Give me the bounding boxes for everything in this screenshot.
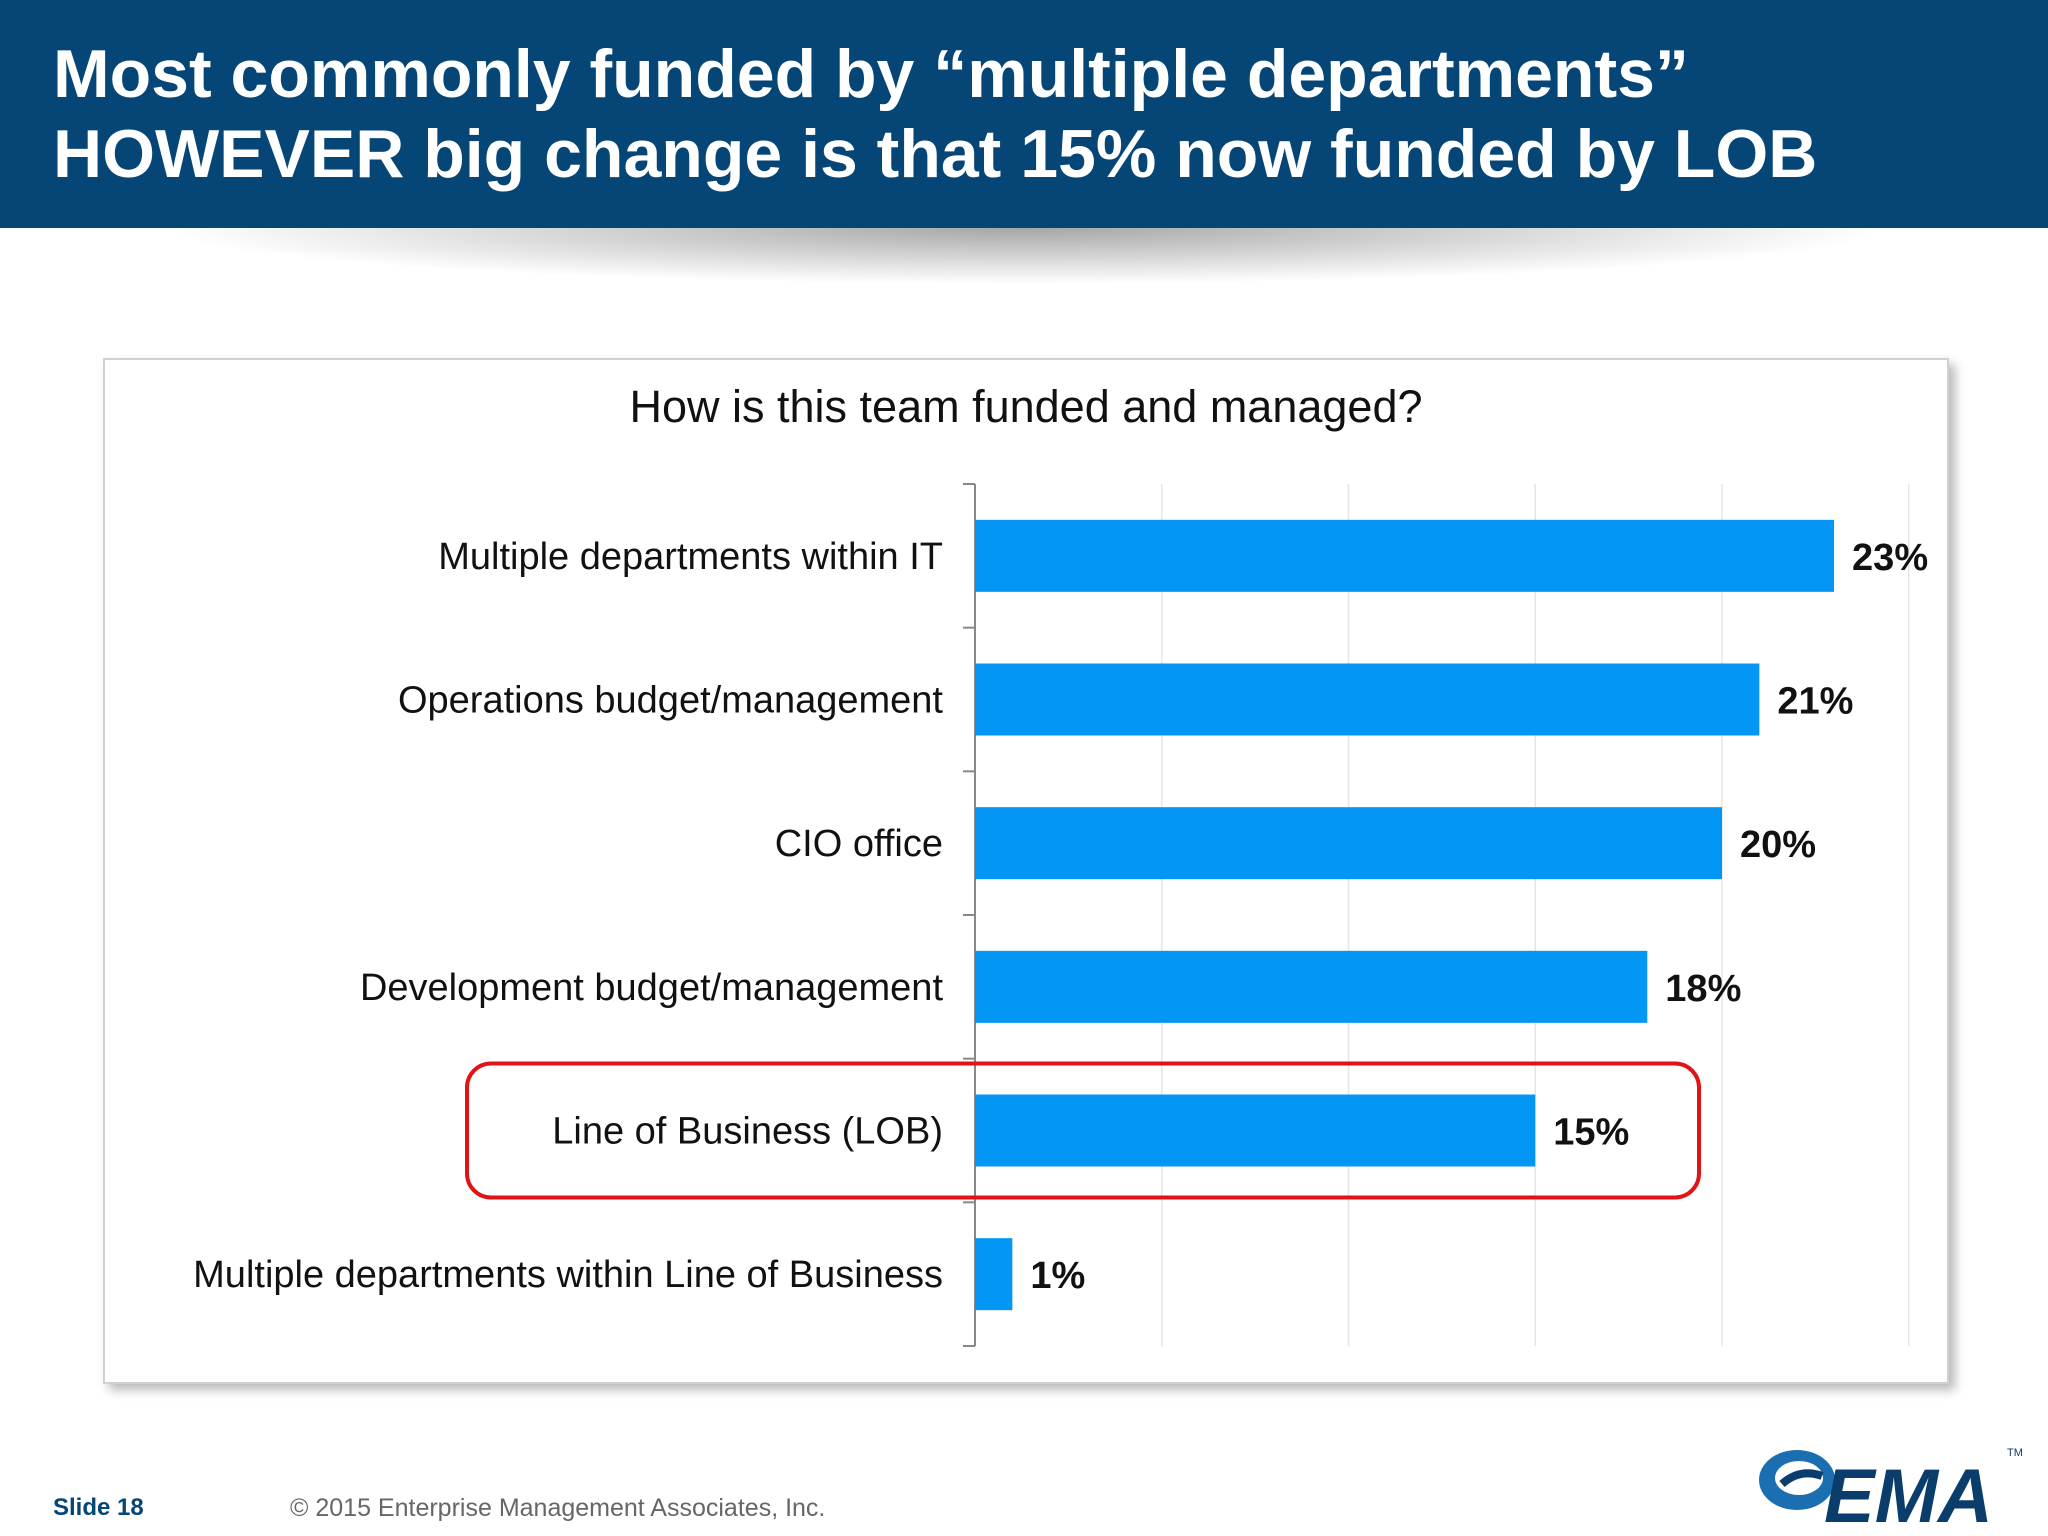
data-label: 1% bbox=[1030, 1255, 1085, 1297]
bar bbox=[975, 950, 1648, 1023]
slide-title-line-1: Most commonly funded by “multiple depart… bbox=[53, 36, 1689, 112]
bar bbox=[975, 1094, 1536, 1167]
bar bbox=[975, 519, 1835, 592]
bar bbox=[975, 663, 1760, 736]
copyright-text: © 2015 Enterprise Management Associates,… bbox=[290, 1494, 826, 1522]
ema-logo: EMA TM bbox=[1759, 1447, 2022, 1530]
category-label: Multiple departments within Line of Busi… bbox=[193, 1254, 943, 1296]
ema-logo-tm: TM bbox=[2007, 1447, 2022, 1459]
data-label: 23% bbox=[1852, 537, 1928, 579]
title-banner: Most commonly funded by “multiple depart… bbox=[0, 0, 2048, 228]
banner-shadow bbox=[0, 228, 2048, 308]
category-label: Operations budget/management bbox=[398, 680, 943, 722]
data-label: 21% bbox=[1777, 681, 1853, 723]
slide-number: Slide 18 bbox=[53, 1494, 144, 1521]
bar-chart: How is this team funded and managed? Mult… bbox=[193, 381, 1928, 1347]
category-label: Line of Business (LOB) bbox=[552, 1111, 943, 1153]
data-label: 15% bbox=[1553, 1112, 1629, 1154]
ema-logo-text: EMA bbox=[1824, 1454, 1993, 1530]
highlight-box bbox=[465, 1061, 1701, 1200]
ema-logo-stroke bbox=[1779, 1469, 1824, 1488]
slide-title-line-2: HOWEVER big change is that 15% now funde… bbox=[53, 116, 1818, 192]
category-label: CIO office bbox=[775, 823, 943, 865]
bar bbox=[975, 1238, 1013, 1311]
data-label: 18% bbox=[1665, 968, 1741, 1010]
chart-panel: How is this team funded and managed? Mult… bbox=[103, 358, 1949, 1384]
bar bbox=[975, 807, 1722, 880]
chart-title: How is this team funded and managed? bbox=[630, 381, 1423, 432]
category-label: Development budget/management bbox=[360, 967, 943, 1009]
category-label: Multiple departments within IT bbox=[438, 536, 943, 578]
data-label: 20% bbox=[1740, 824, 1816, 866]
